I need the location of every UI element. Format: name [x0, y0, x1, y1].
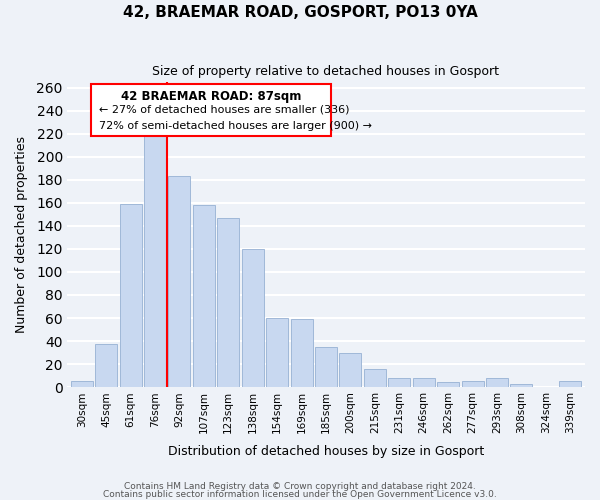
Bar	[242, 249, 263, 387]
Bar	[486, 378, 508, 387]
Text: 42, BRAEMAR ROAD, GOSPORT, PO13 0YA: 42, BRAEMAR ROAD, GOSPORT, PO13 0YA	[122, 5, 478, 20]
Bar	[315, 347, 337, 387]
Text: ← 27% of detached houses are smaller (336): ← 27% of detached houses are smaller (33…	[99, 105, 349, 115]
Bar	[119, 204, 142, 387]
Bar	[71, 382, 92, 387]
Title: Size of property relative to detached houses in Gosport: Size of property relative to detached ho…	[152, 65, 499, 78]
Bar	[388, 378, 410, 387]
Text: 42 BRAEMAR ROAD: 87sqm: 42 BRAEMAR ROAD: 87sqm	[121, 90, 301, 103]
Bar	[461, 382, 484, 387]
Y-axis label: Number of detached properties: Number of detached properties	[15, 136, 28, 333]
Bar	[364, 368, 386, 387]
Bar	[437, 382, 459, 387]
Bar	[511, 384, 532, 387]
Bar	[413, 378, 435, 387]
Bar	[169, 176, 190, 387]
Bar	[290, 319, 313, 387]
Bar	[193, 205, 215, 387]
Text: 72% of semi-detached houses are larger (900) →: 72% of semi-detached houses are larger (…	[99, 121, 372, 131]
Bar	[217, 218, 239, 387]
FancyBboxPatch shape	[91, 84, 331, 136]
Bar	[144, 134, 166, 387]
Text: Contains public sector information licensed under the Open Government Licence v3: Contains public sector information licen…	[103, 490, 497, 499]
Bar	[95, 344, 117, 387]
Bar	[266, 318, 288, 387]
Bar	[559, 382, 581, 387]
Bar	[340, 352, 361, 387]
Text: Contains HM Land Registry data © Crown copyright and database right 2024.: Contains HM Land Registry data © Crown c…	[124, 482, 476, 491]
X-axis label: Distribution of detached houses by size in Gosport: Distribution of detached houses by size …	[168, 444, 484, 458]
